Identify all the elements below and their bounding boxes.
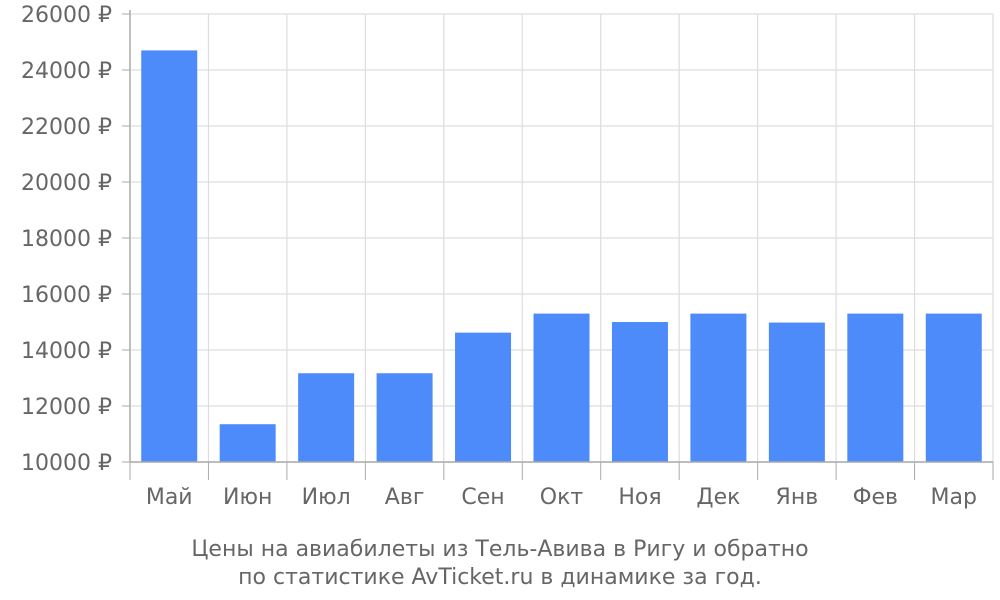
bar-6 <box>533 313 590 462</box>
bar-3 <box>298 373 355 462</box>
x-tick-label: Янв <box>776 485 819 510</box>
x-tick-label: Июн <box>223 485 272 510</box>
y-tick-label: 10000 ₽ <box>21 451 112 476</box>
x-tick-label: Май <box>146 485 193 510</box>
bar-5 <box>455 332 512 462</box>
y-tick-label: 24000 ₽ <box>21 59 112 84</box>
bar-4 <box>376 373 433 462</box>
x-tick-label: Авг <box>385 485 425 510</box>
bar-10 <box>847 313 904 462</box>
bar-2 <box>219 424 276 462</box>
bar-7 <box>611 322 668 462</box>
bar-9 <box>768 322 825 462</box>
bar-11 <box>925 313 982 462</box>
x-tick-labels: Май Июн Июл Авг Сен Окт Ноя Дек Янв Фев Мар <box>146 485 977 510</box>
y-tick-label: 22000 ₽ <box>21 115 112 140</box>
x-tick-label: Ноя <box>618 485 661 510</box>
bar-8 <box>690 313 747 462</box>
bar-1 <box>141 50 198 463</box>
y-tick-label: 14000 ₽ <box>21 339 112 364</box>
x-tick-label: Дек <box>696 485 740 510</box>
y-tick-label: 18000 ₽ <box>21 227 112 252</box>
x-tick-label: Мар <box>931 485 977 510</box>
x-tick-label: Фев <box>853 485 898 510</box>
axes <box>122 10 994 480</box>
caption-line-1: Цены на авиабилеты из Тель-Авива в Ригу … <box>191 537 808 562</box>
y-tick-label: 26000 ₽ <box>21 3 112 28</box>
x-tick-label: Окт <box>540 485 584 510</box>
y-tick-label: 20000 ₽ <box>21 171 112 196</box>
x-tick-label: Июл <box>302 485 351 510</box>
y-tick-label: 12000 ₽ <box>21 395 112 420</box>
x-tick-label: Сен <box>461 485 504 510</box>
y-tick-labels: 10000 ₽ 12000 ₽ 14000 ₽ 16000 ₽ 18000 ₽ 20000… <box>21 3 112 476</box>
y-tick-label: 16000 ₽ <box>21 283 112 308</box>
grid-lines <box>130 13 994 463</box>
caption-line-2: по статистике AvTicket.ru в динамике за … <box>238 565 762 590</box>
bars <box>141 50 982 463</box>
